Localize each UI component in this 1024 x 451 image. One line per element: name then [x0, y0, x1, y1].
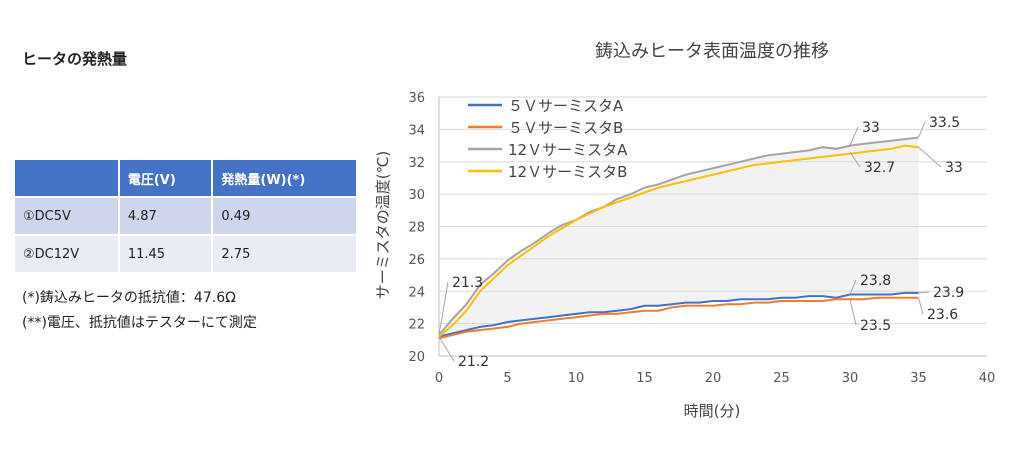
data-label-leader — [918, 297, 924, 315]
data-label-leader — [849, 126, 859, 146]
data-label-leader — [438, 281, 449, 336]
row-heat: 0.49 — [212, 196, 358, 235]
data-label: 21.2 — [458, 354, 489, 370]
x-tick-label: 40 — [979, 371, 996, 386]
y-tick-label: 36 — [408, 91, 425, 106]
data-label: 32.7 — [864, 160, 895, 176]
note-measurement: (**)電圧、抵抗値はテスターにて測定 — [22, 315, 257, 331]
table-row: ②DC12V 11.45 2.75 — [15, 234, 358, 272]
x-tick-label: 30 — [842, 371, 859, 386]
x-axis-label: 時間(分) — [684, 402, 741, 420]
data-label: 33 — [945, 160, 963, 176]
row-label: ①DC5V — [15, 196, 120, 235]
data-label: 23.6 — [927, 307, 958, 323]
data-label: 33 — [862, 120, 880, 136]
y-axis-label: サーミスタの温度(℃) — [374, 151, 392, 300]
x-tick-label: 10 — [568, 371, 585, 386]
x-tick-label: 5 — [503, 371, 511, 386]
data-label-leader — [849, 299, 857, 326]
data-label: 33.5 — [929, 115, 960, 131]
legend-label: 12ＶサーミスタB — [508, 163, 627, 181]
data-label: 23.5 — [860, 318, 891, 334]
series-line-2 — [438, 136, 919, 336]
data-label: 21.3 — [452, 275, 483, 291]
x-tick-label: 35 — [910, 371, 927, 386]
header-blank — [15, 160, 120, 197]
y-tick-label: 34 — [408, 123, 425, 138]
heater-heat-title: ヒータの発熱量 — [22, 50, 128, 68]
row-voltage: 11.45 — [118, 234, 214, 272]
y-tick-label: 24 — [408, 285, 425, 300]
data-label-leader — [849, 279, 857, 295]
y-tick-label: 32 — [408, 156, 425, 171]
x-tick-label: 15 — [636, 371, 653, 386]
row-heat: 2.75 — [212, 234, 358, 272]
series-line-0 — [438, 291, 919, 338]
note-resistance: (*)鋳込みヒータの抵抗値：47.6Ω — [22, 290, 236, 306]
y-tick-label: 30 — [408, 188, 425, 203]
data-label-leader — [849, 151, 861, 168]
y-tick-label: 20 — [408, 350, 425, 365]
chart-title: 鋳込みヒータ表面温度の推移 — [595, 41, 829, 62]
y-tick-label: 26 — [408, 253, 425, 268]
row-voltage: 4.87 — [118, 196, 214, 235]
x-tick-label: 25 — [773, 371, 790, 386]
y-tick-label: 22 — [408, 318, 425, 333]
heat-table: 電圧(V) 発熱量(W)(*) ①DC5V 4.87 0.49 ②DC12V 1… — [15, 160, 358, 272]
band-shade — [439, 137, 919, 337]
x-tick-label: 0 — [435, 371, 443, 386]
data-label-leader — [918, 121, 926, 138]
legend-label: ５ＶサーミスタB — [508, 119, 623, 137]
data-label-leader — [918, 146, 942, 168]
y-tick-label: 28 — [408, 221, 425, 236]
header-voltage: 電圧(V) — [118, 160, 214, 197]
series-line-1 — [438, 296, 919, 340]
data-label: 23.8 — [860, 273, 891, 289]
header-heat: 発熱量(W)(*) — [212, 160, 358, 197]
legend-label: 12ＶサーミスタA — [508, 141, 628, 159]
table-row: ①DC5V 4.87 0.49 — [15, 196, 358, 235]
data-label-leader — [918, 291, 930, 294]
series-line-3 — [438, 144, 919, 338]
data-label-leader — [438, 336, 455, 362]
heat-table-header: 電圧(V) 発熱量(W)(*) — [15, 160, 358, 197]
x-tick-label: 20 — [705, 371, 722, 386]
plot-area: 20 22 24 26 28 30 32 34 36 0 5 10 15 20 25 30 35 40 ５Ｖサーミス… — [408, 91, 995, 386]
data-label: 23.9 — [933, 285, 964, 301]
row-label: ②DC12V — [15, 234, 120, 272]
legend-label: ５ＶサーミスタA — [508, 97, 624, 115]
